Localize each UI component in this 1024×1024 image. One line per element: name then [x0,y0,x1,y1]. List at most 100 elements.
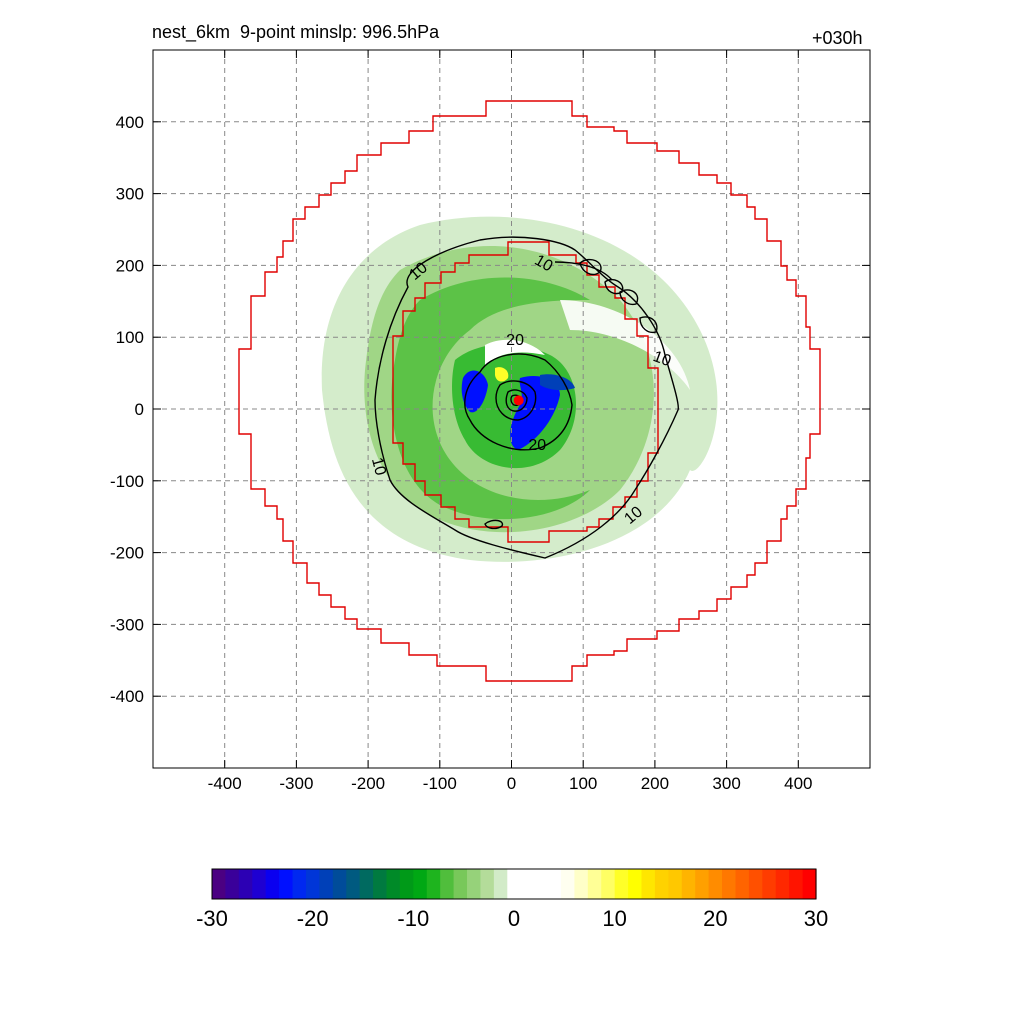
colorbar-swatch [735,869,750,899]
colorbar: -30 -20 -10 0 10 20 30 [196,868,828,931]
colorbar-swatch [359,869,374,899]
y-tick-label: 200 [116,256,144,275]
chart-title: nest_6km 9-point minslp: 996.5hPa [152,22,440,42]
colorbar-swatch [265,869,280,899]
colorbar-swatch [480,869,495,899]
colorbar-swatch [399,869,414,899]
contour-10-band [554,261,613,281]
x-tick-label: 100 [569,774,597,793]
colorbar-swatch [695,869,710,899]
colorbar-tick-label: 0 [508,906,520,931]
shade-eyewall-west [461,370,488,413]
storm-center-marker [513,395,524,406]
colorbar-swatch [614,869,629,899]
x-tick-label: -300 [279,774,313,793]
y-tick-label: 100 [116,328,144,347]
x-tick-label: -200 [351,774,385,793]
colorbar-swatch [305,869,320,899]
contour-label: 10 [368,456,389,478]
shade-spiral-band [391,277,590,520]
contour-10-loop5 [484,519,504,530]
colorbar-swatch [453,869,468,899]
contour-10-loop1 [579,258,602,276]
colorbar-swatch [681,869,696,899]
colorbar-swatch [762,869,777,899]
colorbar-swatch [547,869,562,899]
colorbar-swatch [520,869,535,899]
contour-label: 10 [532,252,556,276]
colorbar-swatch [332,869,347,899]
colorbar-swatch [775,869,790,899]
contour-20 [464,353,573,451]
colorbar-swatch [373,869,388,899]
colorbar-swatch [493,869,508,899]
colorbar-swatch [708,869,723,899]
colorbar-swatch [319,869,334,899]
colorbar-swatch [212,869,227,899]
colorbar-swatch [722,869,737,899]
colorbar-swatch [426,869,441,899]
colorbar-swatch [668,869,683,899]
contours [374,236,679,559]
y-tick-label: -200 [110,544,144,563]
colorbar-tick-label: -10 [397,906,429,931]
colorbar-tick-label: 20 [703,906,727,931]
y-tick-label: -400 [110,687,144,706]
x-tick-label: 0 [507,774,516,793]
colorbar-swatch [440,869,455,899]
x-tick-label: 300 [712,774,740,793]
colorbar-swatch [292,869,307,899]
colorbar-swatch [225,869,240,899]
contour-10 [374,236,679,559]
y-tick-label: 300 [116,185,144,204]
colorbar-swatch [641,869,656,899]
wind-field-shading [321,216,718,562]
colorbar-swatch [748,869,763,899]
x-tick-label: 400 [784,774,812,793]
colorbar-swatch [467,869,482,899]
y-tick-label: -100 [110,472,144,491]
colorbar-swatch [628,869,643,899]
contour-label: 10 [651,348,674,370]
forecast-hour-label: +030h [812,28,863,48]
colorbar-swatch [238,869,253,899]
shade-positive-spot [495,367,509,382]
x-tick-label: -400 [208,774,242,793]
colorbar-swatch [534,869,549,899]
contour-10-loop2 [604,278,624,295]
colorbar-swatch [587,869,602,899]
contour-label: 20 [528,437,546,454]
shade-eye-white [485,339,545,365]
colorbar-swatch [346,869,361,899]
contour-inner2 [505,389,528,412]
contour-10-loop3 [619,289,639,306]
outer-domain-boundary [238,100,821,682]
colorbar-tick-label: 30 [804,906,828,931]
contour-inner1 [495,380,537,421]
colorbar-swatch [413,869,428,899]
contour-10-loop4 [639,316,658,334]
x-tick-label: -100 [423,774,457,793]
colorbar-tick-label: -30 [196,906,228,931]
colorbar-swatch [654,869,669,899]
inner-domain-boundary [392,241,659,543]
colorbar-swatch [560,869,575,899]
y-tick-label: 0 [135,400,144,419]
colorbar-swatch [279,869,294,899]
x-tick-label: 200 [641,774,669,793]
colorbar-swatch [252,869,267,899]
shade-eyewall-east [510,375,560,450]
axis-ticks: -400 -300 -200 -100 0 100 200 300 40040030020010… [110,50,870,793]
colorbar-swatch [789,869,804,899]
grid-lines [153,50,870,768]
colorbar-swatch [574,869,589,899]
colorbar-frame [211,868,817,900]
y-tick-label: -300 [110,615,144,634]
colorbar-swatch [802,869,817,899]
shade-gap-ne [560,300,690,390]
colorbar-swatch [386,869,401,899]
colorbar-tick-label: -20 [297,906,329,931]
colorbar-swatch [601,869,616,899]
contour-label: 20 [506,332,524,349]
